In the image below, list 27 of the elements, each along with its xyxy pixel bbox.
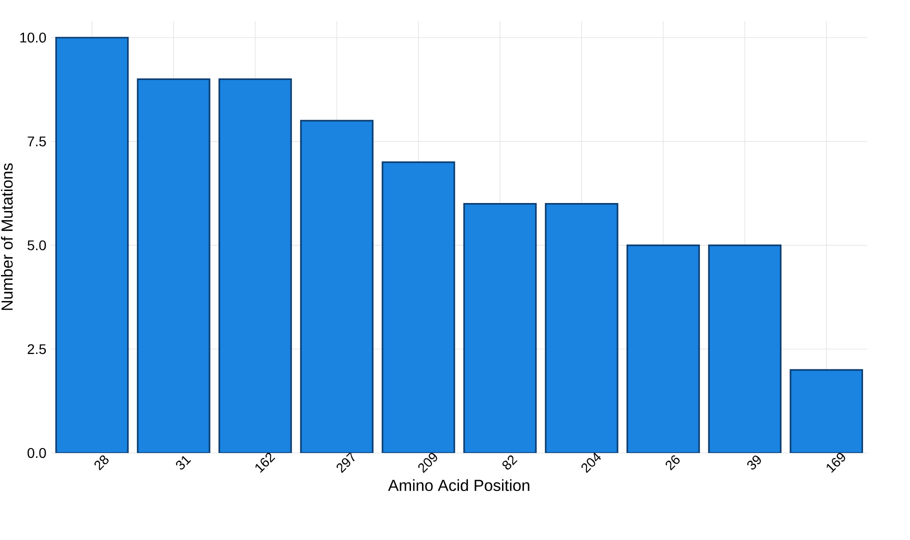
y-axis-title: Number of Mutations bbox=[1, 163, 13, 310]
x-axis-title: Amino Acid Position bbox=[388, 479, 530, 492]
x-tick-label: 39 bbox=[747, 456, 761, 470]
bar bbox=[546, 204, 618, 453]
x-tick-label: 297 bbox=[336, 452, 355, 474]
bar bbox=[464, 204, 536, 453]
bar bbox=[382, 162, 454, 453]
x-tick-label: 26 bbox=[666, 455, 680, 470]
bar bbox=[219, 79, 292, 453]
bar bbox=[300, 120, 373, 453]
y-tick-label: 10.0 bbox=[20, 32, 46, 43]
bar bbox=[708, 245, 781, 453]
y-tick-label: 0.0 bbox=[28, 448, 46, 458]
y-tick-label: 7.5 bbox=[28, 136, 46, 146]
x-tick-label: 169 bbox=[826, 452, 846, 473]
x-tick-label: 28 bbox=[94, 455, 109, 470]
bar bbox=[627, 245, 700, 453]
x-tick-label: 162 bbox=[255, 452, 276, 473]
x-tick-label: 31 bbox=[176, 456, 192, 470]
x-tick-label: 209 bbox=[418, 452, 438, 474]
y-tick-label: 2.5 bbox=[28, 344, 46, 354]
bar bbox=[138, 79, 210, 453]
x-tick-label: 82 bbox=[502, 455, 518, 470]
bar bbox=[790, 369, 864, 453]
x-tick-label: 204 bbox=[581, 452, 601, 474]
bar bbox=[56, 38, 128, 453]
y-tick-label: 5.0 bbox=[28, 240, 46, 250]
